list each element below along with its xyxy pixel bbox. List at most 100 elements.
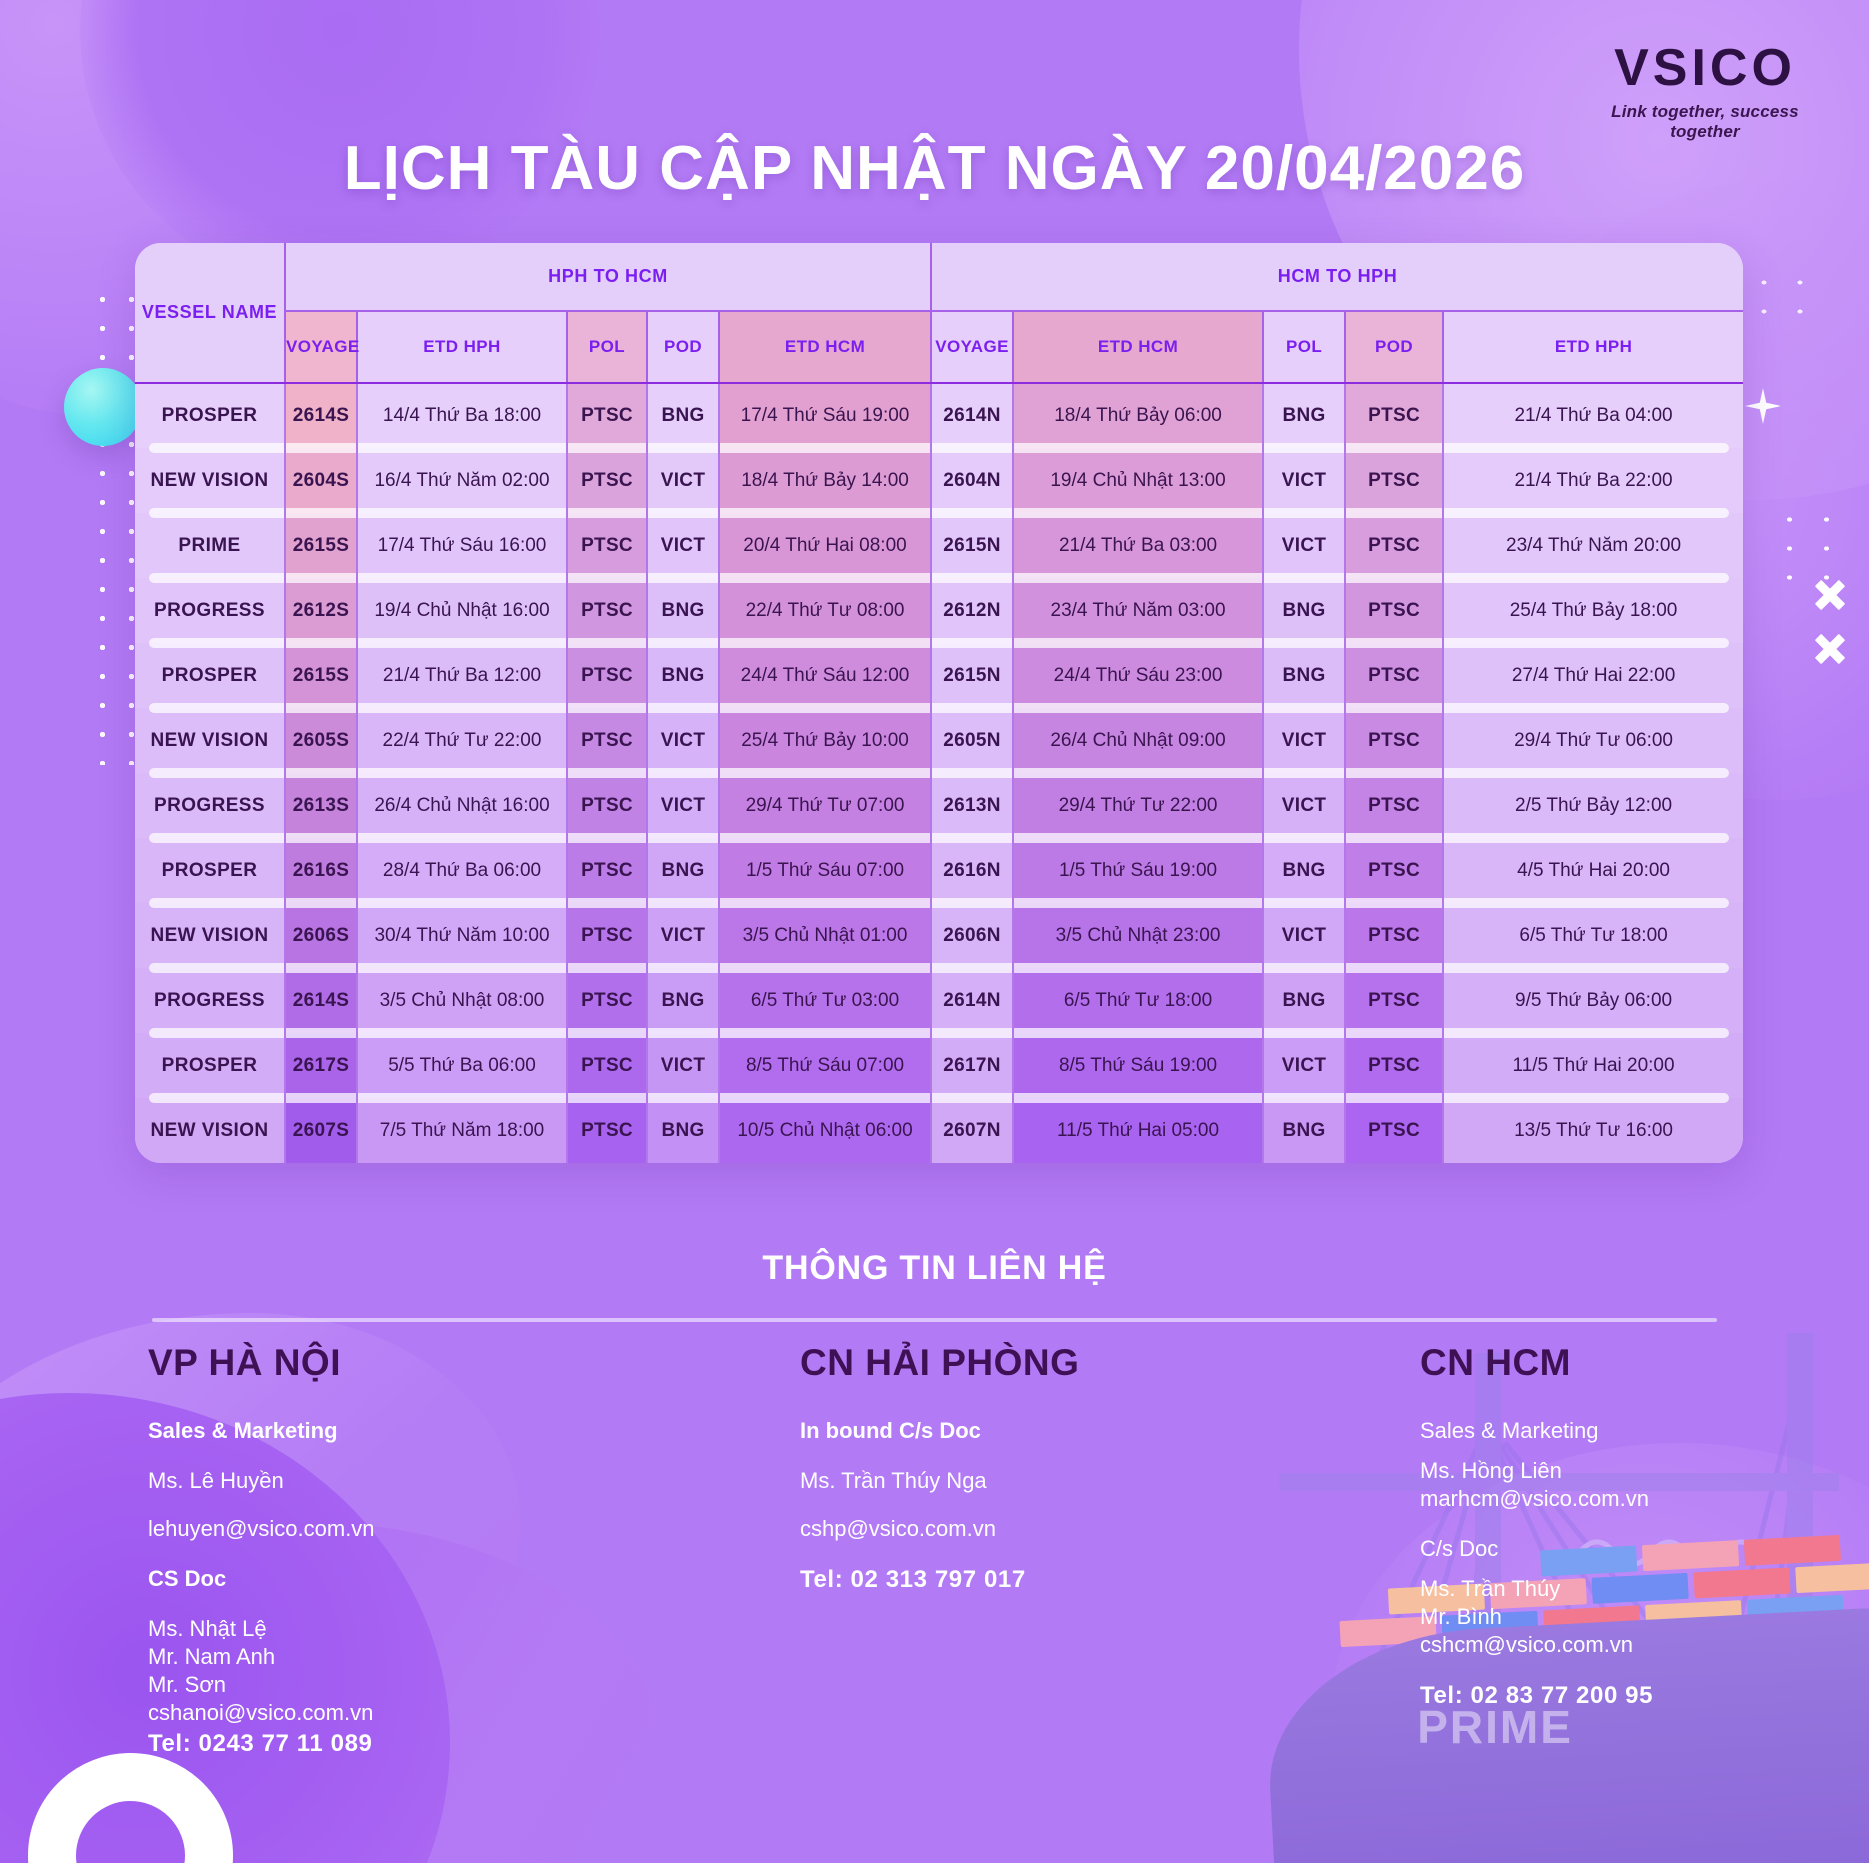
role-cs-doc-hcm: C/s Doc bbox=[1420, 1536, 1499, 1561]
role-sales-marketing-hanoi: Sales & Marketing bbox=[148, 1418, 338, 1443]
contact-name-hcm-2: Ms. Trần Thúy bbox=[1420, 1576, 1561, 1601]
cell-v1: 2604S bbox=[284, 448, 357, 518]
contact-name-haiphong-1: Ms. Trần Thúy Nga bbox=[800, 1468, 987, 1493]
role-inbound-cs-doc: In bound C/s Doc bbox=[800, 1418, 981, 1443]
th-group-hcm-to-hph: HCM TO HPH bbox=[930, 243, 1743, 311]
table-body: PROSPER 2614S 14/4 Thứ Ba 18:00 PTSC BNG 17/4… bbox=[135, 383, 1743, 1163]
cell-etd2: 17/4 Thứ Sáu 19:00 bbox=[717, 383, 932, 452]
cell-etd2: 25/4 Thứ Bảy 10:00 bbox=[717, 708, 932, 778]
cross-icon-2 bbox=[1813, 632, 1847, 666]
cell-pol2: BNG bbox=[1262, 1098, 1346, 1163]
cell-etd2: 3/5 Chủ Nhật 01:00 bbox=[717, 903, 932, 973]
cell-pol2: BNG bbox=[1262, 838, 1346, 908]
cell-v2: 2617N bbox=[930, 1033, 1014, 1103]
cell-etd4: 29/4 Thứ Tư 06:00 bbox=[1442, 708, 1743, 778]
contact-tel-haiphong[interactable]: Tel: 02 313 797 017 bbox=[800, 1566, 1026, 1593]
contact-col-hcm: CN HCM Sales & Marketing Ms. Hồng Liên m… bbox=[1420, 1342, 1800, 1710]
cell-pol2: BNG bbox=[1262, 968, 1346, 1038]
cell-v2: 2607N bbox=[930, 1098, 1014, 1163]
cell-pol2: BNG bbox=[1262, 383, 1346, 452]
contact-name-hcm-1: Ms. Hồng Liên bbox=[1420, 1458, 1562, 1483]
cell-pol2: VICT bbox=[1262, 773, 1346, 843]
office-title-hanoi: VP HÀ NỘI bbox=[148, 1342, 341, 1383]
cell-v2: 2606N bbox=[930, 903, 1014, 973]
cell-pod2: PTSC bbox=[1344, 643, 1444, 713]
cell-etd1: 19/4 Chủ Nhật 16:00 bbox=[356, 578, 567, 648]
cell-vessel: PROSPER bbox=[135, 643, 285, 713]
cell-etd4: 21/4 Thứ Ba 04:00 bbox=[1442, 383, 1743, 452]
cell-pod1: VICT bbox=[646, 903, 719, 973]
contact-name-hanoi-3: Mr. Nam Anh bbox=[148, 1644, 276, 1669]
cell-etd3: 26/4 Chủ Nhật 09:00 bbox=[1012, 708, 1264, 778]
th-pod-1: POD bbox=[646, 310, 719, 384]
cell-etd2: 24/4 Thứ Sáu 12:00 bbox=[717, 643, 932, 713]
cell-v1: 2617S bbox=[284, 1033, 357, 1103]
cell-v2: 2605N bbox=[930, 708, 1014, 778]
cell-pod2: PTSC bbox=[1344, 838, 1444, 908]
contact-email-hanoi-1[interactable]: lehuyen@vsico.com.vn bbox=[148, 1516, 375, 1541]
th-etd-hcm-2: ETD HCM bbox=[1012, 310, 1264, 384]
cell-vessel: PROGRESS bbox=[135, 773, 285, 843]
cell-etd4: 11/5 Thứ Hai 20:00 bbox=[1442, 1033, 1743, 1103]
cell-v2: 2604N bbox=[930, 448, 1014, 518]
cell-pol2: BNG bbox=[1262, 578, 1346, 648]
contact-tel-hanoi[interactable]: Tel: 0243 77 11 089 bbox=[148, 1730, 373, 1757]
dot-grid-right-icon bbox=[1771, 505, 1851, 583]
contact-name-hanoi-2: Ms. Nhật Lệ bbox=[148, 1616, 267, 1641]
cell-etd4: 13/5 Thứ Tư 16:00 bbox=[1442, 1098, 1743, 1163]
cell-vessel: PROSPER bbox=[135, 838, 285, 908]
cell-etd4: 25/4 Thứ Bảy 18:00 bbox=[1442, 578, 1743, 648]
contact-name-hanoi-4: Mr. Sơn bbox=[148, 1672, 226, 1697]
cell-vessel: NEW VISION bbox=[135, 1098, 285, 1163]
cell-pod2: PTSC bbox=[1344, 968, 1444, 1038]
cell-pol2: VICT bbox=[1262, 448, 1346, 518]
cell-etd3: 29/4 Thứ Tư 22:00 bbox=[1012, 773, 1264, 843]
cell-etd2: 20/4 Thứ Hai 08:00 bbox=[717, 513, 932, 583]
table-subheader-row: VOYAGE ETD HPH POL POD ETD HCM VOYAGE ET… bbox=[135, 310, 1743, 384]
cell-v1: 2616S bbox=[284, 838, 357, 908]
cross-icon-1 bbox=[1813, 578, 1847, 612]
cell-etd4: 27/4 Thứ Hai 22:00 bbox=[1442, 643, 1743, 713]
cell-etd4: 9/5 Thứ Bảy 06:00 bbox=[1442, 968, 1743, 1038]
contact-section-title: THÔNG TIN LIÊN HỆ bbox=[762, 1249, 1107, 1287]
cell-pod2: PTSC bbox=[1344, 578, 1444, 648]
cell-vessel: NEW VISION bbox=[135, 903, 285, 973]
th-voyage-2: VOYAGE bbox=[930, 310, 1014, 384]
th-etd-hcm-1: ETD HCM bbox=[717, 310, 932, 384]
cell-pol1: PTSC bbox=[566, 1098, 647, 1163]
cell-etd3: 1/5 Thứ Sáu 19:00 bbox=[1012, 838, 1264, 908]
cell-etd1: 16/4 Thứ Năm 02:00 bbox=[356, 448, 567, 518]
table-row: PROGRESS 2613S 26/4 Chủ Nhật 16:00 PTSC VICT… bbox=[135, 773, 1743, 843]
logo-tagline: Link together, success together bbox=[1611, 102, 1799, 141]
cell-pod2: PTSC bbox=[1344, 1033, 1444, 1103]
cell-etd3: 24/4 Thứ Sáu 23:00 bbox=[1012, 643, 1264, 713]
cell-v2: 2614N bbox=[930, 383, 1014, 452]
cell-pod2: PTSC bbox=[1344, 1098, 1444, 1163]
table-row: PROGRESS 2612S 19/4 Chủ Nhật 16:00 PTSC BNG 2… bbox=[135, 578, 1743, 648]
cell-pod1: BNG bbox=[646, 968, 719, 1038]
cell-etd3: 23/4 Thứ Năm 03:00 bbox=[1012, 578, 1264, 648]
cell-etd1: 7/5 Thứ Năm 18:00 bbox=[356, 1098, 567, 1163]
cell-etd1: 3/5 Chủ Nhật 08:00 bbox=[356, 968, 567, 1038]
cell-pod1: BNG bbox=[646, 578, 719, 648]
contact-email-hcm-2[interactable]: cshcm@vsico.com.vn bbox=[1420, 1632, 1634, 1657]
cell-pod1: BNG bbox=[646, 838, 719, 908]
cell-etd3: 19/4 Chủ Nhật 13:00 bbox=[1012, 448, 1264, 518]
cell-vessel: PROGRESS bbox=[135, 578, 285, 648]
cell-pod2: PTSC bbox=[1344, 383, 1444, 452]
cell-pol2: VICT bbox=[1262, 1033, 1346, 1103]
contact-email-haiphong[interactable]: cshp@vsico.com.vn bbox=[800, 1516, 996, 1541]
cell-pod1: VICT bbox=[646, 1033, 719, 1103]
contact-email-hcm-1[interactable]: marhcm@vsico.com.vn bbox=[1420, 1486, 1649, 1511]
cell-v2: 2615N bbox=[930, 513, 1014, 583]
contact-tel-hcm[interactable]: Tel: 02 83 77 200 95 bbox=[1420, 1682, 1654, 1709]
cell-v1: 2614S bbox=[284, 968, 357, 1038]
table-row: PROGRESS 2614S 3/5 Chủ Nhật 08:00 PTSC BNG 6/… bbox=[135, 968, 1743, 1038]
cell-vessel: PRIME bbox=[135, 513, 285, 583]
cell-pol1: PTSC bbox=[566, 1033, 647, 1103]
cell-v1: 2613S bbox=[284, 773, 357, 843]
contact-email-hanoi-2[interactable]: cshanoi@vsico.com.vn bbox=[148, 1700, 374, 1725]
cell-etd4: 21/4 Thứ Ba 22:00 bbox=[1442, 448, 1743, 518]
cell-pol2: VICT bbox=[1262, 708, 1346, 778]
office-title-haiphong: CN HẢI PHÒNG bbox=[800, 1342, 1080, 1383]
